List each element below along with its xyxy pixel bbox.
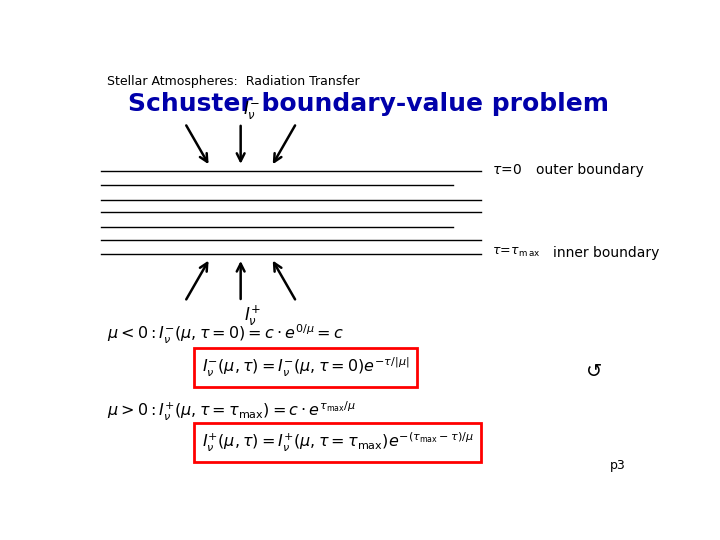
Text: outer boundary: outer boundary — [536, 163, 644, 177]
Text: $\tau\!=\!\tau_{\mathrm{m\,ax}}$: $\tau\!=\!\tau_{\mathrm{m\,ax}}$ — [492, 246, 540, 259]
Text: p3: p3 — [610, 460, 626, 472]
Text: Stellar Atmospheres:  Radiation Transfer: Stellar Atmospheres: Radiation Transfer — [107, 75, 359, 88]
Text: $\circlearrowleft$: $\circlearrowleft$ — [582, 361, 603, 380]
Text: $I^{-}_{\nu}$: $I^{-}_{\nu}$ — [243, 99, 260, 121]
Text: $I^{+}_{\nu}$: $I^{+}_{\nu}$ — [243, 304, 260, 328]
Text: $\mu > 0: I^{+}_{\nu}(\mu, \tau = \tau_{\mathrm{max}}) = c \cdot e^{\tau_{\mathr: $\mu > 0: I^{+}_{\nu}(\mu, \tau = \tau_{… — [107, 400, 356, 423]
Text: $\mu < 0: I^{-}_{\nu}(\mu, \tau = 0) = c \cdot e^{0/\mu} = c$: $\mu < 0: I^{-}_{\nu}(\mu, \tau = 0) = c… — [107, 322, 343, 346]
Text: Schuster boundary-value problem: Schuster boundary-value problem — [128, 92, 610, 116]
Text: inner boundary: inner boundary — [553, 246, 660, 260]
Text: $\tau\!=\!0$: $\tau\!=\!0$ — [492, 163, 523, 177]
Text: $I^{-}_{\nu}(\mu, \tau) = I^{-}_{\nu}(\mu, \tau = 0)e^{-\tau/|\mu|}$: $I^{-}_{\nu}(\mu, \tau) = I^{-}_{\nu}(\m… — [202, 356, 409, 379]
Text: $I^{+}_{\nu}(\mu, \tau) = I^{+}_{\nu}(\mu, \tau = \tau_{\mathrm{max}})e^{-(\tau_: $I^{+}_{\nu}(\mu, \tau) = I^{+}_{\nu}(\m… — [202, 431, 474, 454]
